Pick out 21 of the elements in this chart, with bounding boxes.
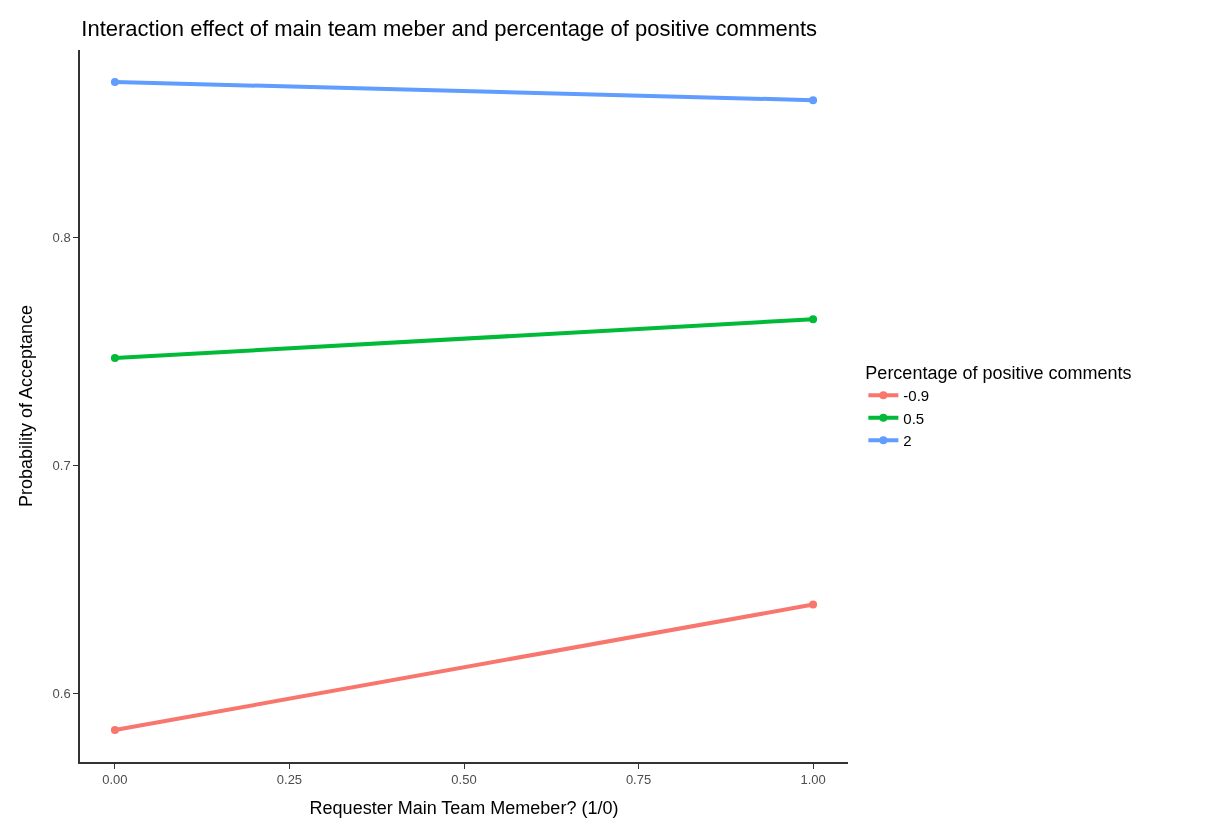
point bbox=[110, 77, 119, 86]
y-axis-title: Probability of Acceptance bbox=[16, 304, 37, 508]
x-tick-label: 0.00 bbox=[102, 772, 128, 788]
legend-label: 2 bbox=[903, 432, 912, 449]
x-axis-title: Requester Main Team Memeber? (1/0) bbox=[309, 797, 619, 818]
chart-title: Interaction effect of main team meber and percentage of positive comments bbox=[81, 16, 818, 42]
point bbox=[110, 726, 119, 735]
y-tick-label: 0.6 bbox=[52, 686, 71, 702]
legend-title: Percentage of positive comments bbox=[865, 362, 1132, 383]
x-tick-label: 0.50 bbox=[451, 772, 477, 788]
x-tick-label: 0.25 bbox=[276, 772, 303, 788]
point bbox=[809, 315, 818, 324]
y-tick-label: 0.8 bbox=[52, 229, 71, 245]
legend-label: -0.9 bbox=[903, 387, 930, 404]
x-tick-label: 0.75 bbox=[625, 772, 652, 788]
point bbox=[809, 96, 818, 105]
y-tick-label: 0.7 bbox=[52, 457, 71, 473]
point bbox=[110, 354, 119, 363]
legend-label: 0.5 bbox=[903, 409, 925, 427]
point bbox=[809, 600, 818, 609]
x-tick-label: 1.00 bbox=[800, 772, 826, 788]
